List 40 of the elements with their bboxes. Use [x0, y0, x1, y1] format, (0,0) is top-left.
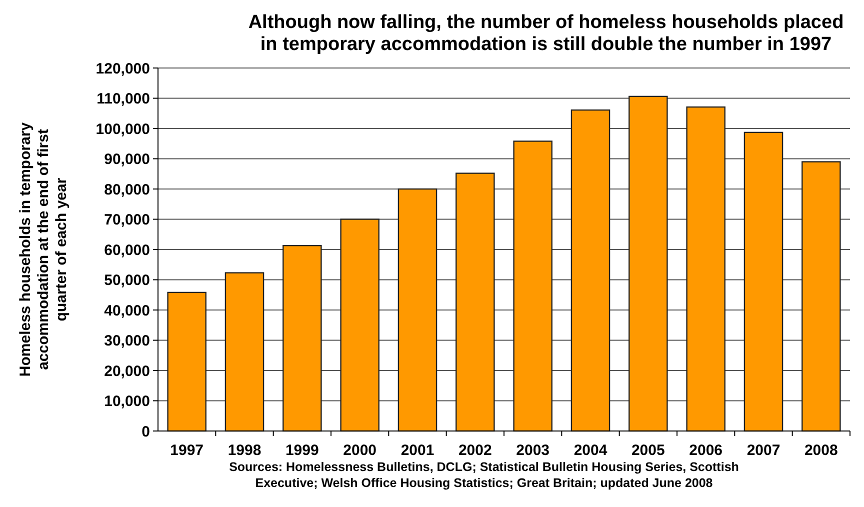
y-tick-label: 0 [142, 423, 150, 440]
y-tick-label: 50,000 [104, 272, 150, 289]
bar [744, 132, 784, 432]
y-tick-label: 90,000 [104, 151, 150, 168]
x-tick-label: 2003 [516, 442, 550, 459]
x-tick-label: 1999 [285, 442, 319, 459]
bar [282, 244, 322, 432]
y-tick-label: 100,000 [96, 120, 150, 138]
x-tick-label: 2005 [631, 442, 665, 459]
x-tick-label: 1998 [228, 442, 262, 459]
bar [398, 188, 438, 432]
x-tick-label: 2001 [400, 442, 434, 459]
y-tick-label: 40,000 [104, 302, 150, 320]
bar [628, 96, 668, 432]
bar [802, 161, 841, 432]
y-tick-label: 80,000 [104, 181, 150, 198]
bar [513, 140, 552, 432]
y-tick-label: 20,000 [104, 362, 150, 380]
bar [456, 172, 495, 432]
y-tick-label: 110,000 [96, 90, 150, 108]
x-tick-label: 2000 [343, 442, 377, 459]
y-tick-label: 30,000 [104, 332, 150, 350]
y-tick-label: 60,000 [104, 242, 150, 259]
x-tick-label: 2007 [746, 442, 780, 459]
chart-title: Although now falling, the number of homeless households placed in temporary accommodation is still double the number in 1997 [248, 12, 844, 55]
bar [340, 218, 380, 432]
bar [686, 106, 726, 432]
y-tick-label: 70,000 [104, 212, 150, 228]
x-tick-label: 1997 [170, 442, 204, 459]
bar [570, 109, 610, 432]
y-tick-label: 120,000 [96, 60, 150, 78]
x-tick-label: 2006 [689, 442, 723, 459]
bar [224, 272, 264, 432]
y-tick-label: 10,000 [104, 393, 150, 410]
y-axis-title: Homeless households in temporary accommodation at the end of first quarter of each year [17, 122, 70, 377]
x-tick-label: 2002 [458, 442, 492, 459]
source-note: Sources: Homelessness Bulletins, DCLG; Statistical Bulletin Housing Series, Scottish Executive; Welsh Office Housing Statistics; Great Britain; updated June 2008 [229, 460, 739, 490]
x-tick-label: 2004 [574, 442, 608, 459]
bar [167, 292, 206, 432]
x-tick-label: 2008 [804, 442, 838, 459]
